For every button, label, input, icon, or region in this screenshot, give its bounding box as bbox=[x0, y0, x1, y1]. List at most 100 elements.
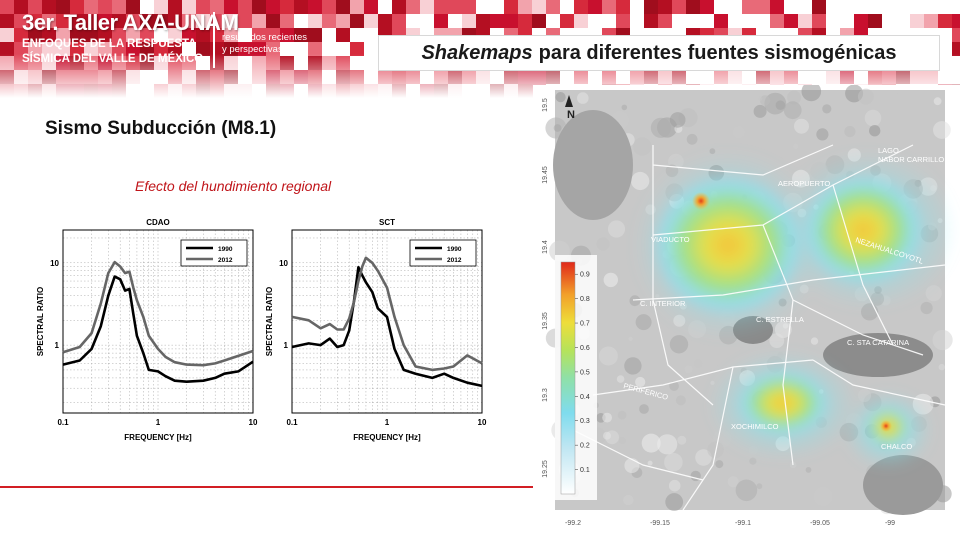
relief-patch bbox=[895, 91, 910, 106]
relief-patch bbox=[836, 489, 846, 499]
relief-patch bbox=[668, 479, 681, 492]
footer-rule bbox=[0, 486, 960, 488]
relief-patch bbox=[787, 90, 802, 105]
relief-patch bbox=[794, 118, 809, 134]
series-line-1990 bbox=[62, 275, 254, 383]
colorbar-ticks: 0.9 0.8 0.7 0.6 0.5 0.4 0.3 0.2 0.1 bbox=[575, 272, 590, 474]
relief-patch bbox=[925, 285, 942, 302]
relief-patch bbox=[920, 301, 933, 315]
relief-patch bbox=[602, 412, 612, 423]
relief-patch bbox=[933, 97, 942, 106]
legend-label: 1990 bbox=[447, 246, 462, 253]
relief-patch bbox=[727, 476, 739, 488]
brand-side-line-1: resultados recientes bbox=[222, 32, 308, 43]
relief-patch bbox=[596, 237, 610, 251]
place-label: XOCHIMILCO bbox=[731, 422, 779, 431]
relief-patch bbox=[735, 479, 758, 502]
relief-patch bbox=[844, 126, 856, 138]
x-tick-label: 0.1 bbox=[57, 418, 69, 427]
colorbar-tick-label: 0.5 bbox=[580, 369, 590, 376]
latitude-tick-label: 19.4 bbox=[542, 240, 549, 254]
section-subtitle: Sismo Subducción (M8.1) bbox=[45, 118, 277, 139]
relief-patch bbox=[938, 363, 945, 371]
x-tick-label: 0.1 bbox=[286, 418, 298, 427]
place-label: LAGO bbox=[878, 146, 899, 155]
relief-patch bbox=[810, 337, 819, 345]
relief-patch bbox=[864, 109, 882, 127]
relief-hill bbox=[553, 110, 633, 220]
relief-patch bbox=[686, 133, 698, 145]
x-tick-label: 1 bbox=[156, 418, 161, 427]
relief-patch bbox=[633, 137, 652, 156]
place-label: NABOR CARRILLO bbox=[878, 155, 944, 164]
relief-patch bbox=[764, 92, 787, 115]
relief-patch bbox=[759, 95, 771, 106]
legend-label: 2012 bbox=[218, 257, 233, 264]
relief-patch bbox=[757, 96, 763, 101]
legend-box bbox=[180, 239, 248, 267]
series-line-1990 bbox=[291, 266, 483, 388]
relief-patch bbox=[555, 92, 566, 103]
north-label: N bbox=[567, 109, 575, 121]
relief-patch bbox=[669, 335, 689, 354]
y-tick-label: 1 bbox=[55, 341, 60, 350]
chart-panel: 1990 2012 CDAO 0.1 1 10 1 10 FREQUENCY [Hz] SPECT… bbox=[36, 218, 258, 442]
latitude-tick-label: 19.25 bbox=[542, 460, 549, 478]
relief-patch bbox=[793, 143, 799, 149]
relief-patch bbox=[715, 460, 724, 469]
longitude-tick-label: -99.15 bbox=[650, 520, 670, 527]
y-axis-label: SPECTRAL RATIO bbox=[265, 287, 274, 356]
hotspot bbox=[880, 420, 892, 432]
y-tick-label: 1 bbox=[284, 341, 289, 350]
relief-patch bbox=[684, 365, 693, 374]
relief-patch bbox=[813, 486, 833, 507]
y-tick-label: 10 bbox=[279, 259, 288, 268]
x-tick-label: 10 bbox=[478, 418, 487, 427]
brand-divider bbox=[213, 12, 215, 68]
relief-patch bbox=[577, 92, 589, 104]
longitude-tick-label: -99.1 bbox=[735, 520, 751, 527]
relief-patch bbox=[641, 433, 661, 453]
relief-patch bbox=[693, 359, 703, 368]
colorbar-tick-label: 0.8 bbox=[580, 296, 590, 303]
relief-patch bbox=[675, 395, 686, 406]
place-label: VIADUCTO bbox=[651, 235, 690, 244]
brand-line-3: SÍSMICA DEL VALLE DE MÉXICO bbox=[22, 53, 204, 65]
relief-patch bbox=[631, 171, 650, 191]
longitude-tick-label: -99.2 bbox=[565, 520, 581, 527]
relief-patch bbox=[822, 104, 832, 114]
relief-patch bbox=[756, 483, 763, 490]
place-label: C. INTERIOR bbox=[640, 299, 686, 308]
relief-patch bbox=[628, 336, 633, 341]
relief-patch bbox=[933, 121, 951, 139]
place-label: CHALCO bbox=[881, 442, 912, 451]
relief-patch bbox=[665, 493, 684, 511]
colorbar-tick-label: 0.2 bbox=[580, 443, 590, 450]
relief-patch bbox=[664, 452, 683, 472]
relief-patch bbox=[749, 457, 757, 465]
chart-panel: 1990 2012 SCT 0.1 1 10 1 10 FREQUENCY [Hz] SPECTR… bbox=[265, 218, 487, 442]
relief-patch bbox=[650, 117, 671, 138]
colorbar bbox=[560, 261, 576, 495]
x-axis-label: FREQUENCY [Hz] bbox=[353, 433, 421, 442]
plot-frame bbox=[291, 229, 483, 414]
latitude-tick-label: 19.45 bbox=[542, 166, 549, 184]
relief-patch bbox=[695, 449, 712, 466]
intensity-layer bbox=[633, 150, 958, 470]
relief-patch bbox=[607, 220, 626, 238]
relief-patch bbox=[618, 437, 626, 445]
plot-frame bbox=[62, 229, 254, 414]
place-label: C. STA CATARINA bbox=[847, 338, 909, 347]
legend-label: 1990 bbox=[218, 246, 233, 253]
relief-patch bbox=[603, 272, 618, 288]
effect-label: Efecto del hundimiento regional bbox=[135, 178, 332, 194]
relief-patch bbox=[869, 125, 881, 137]
slide-title-italic: Shakemaps bbox=[421, 41, 533, 64]
colorbar-tick-label: 0.9 bbox=[580, 272, 590, 279]
relief-hill bbox=[863, 455, 943, 515]
relief-patch bbox=[801, 85, 822, 102]
north-arrow-icon: N bbox=[565, 95, 575, 121]
place-label: C. ESTRELLA bbox=[756, 315, 804, 324]
brand-title: 3er. Taller AXA-UNAM bbox=[22, 10, 239, 35]
